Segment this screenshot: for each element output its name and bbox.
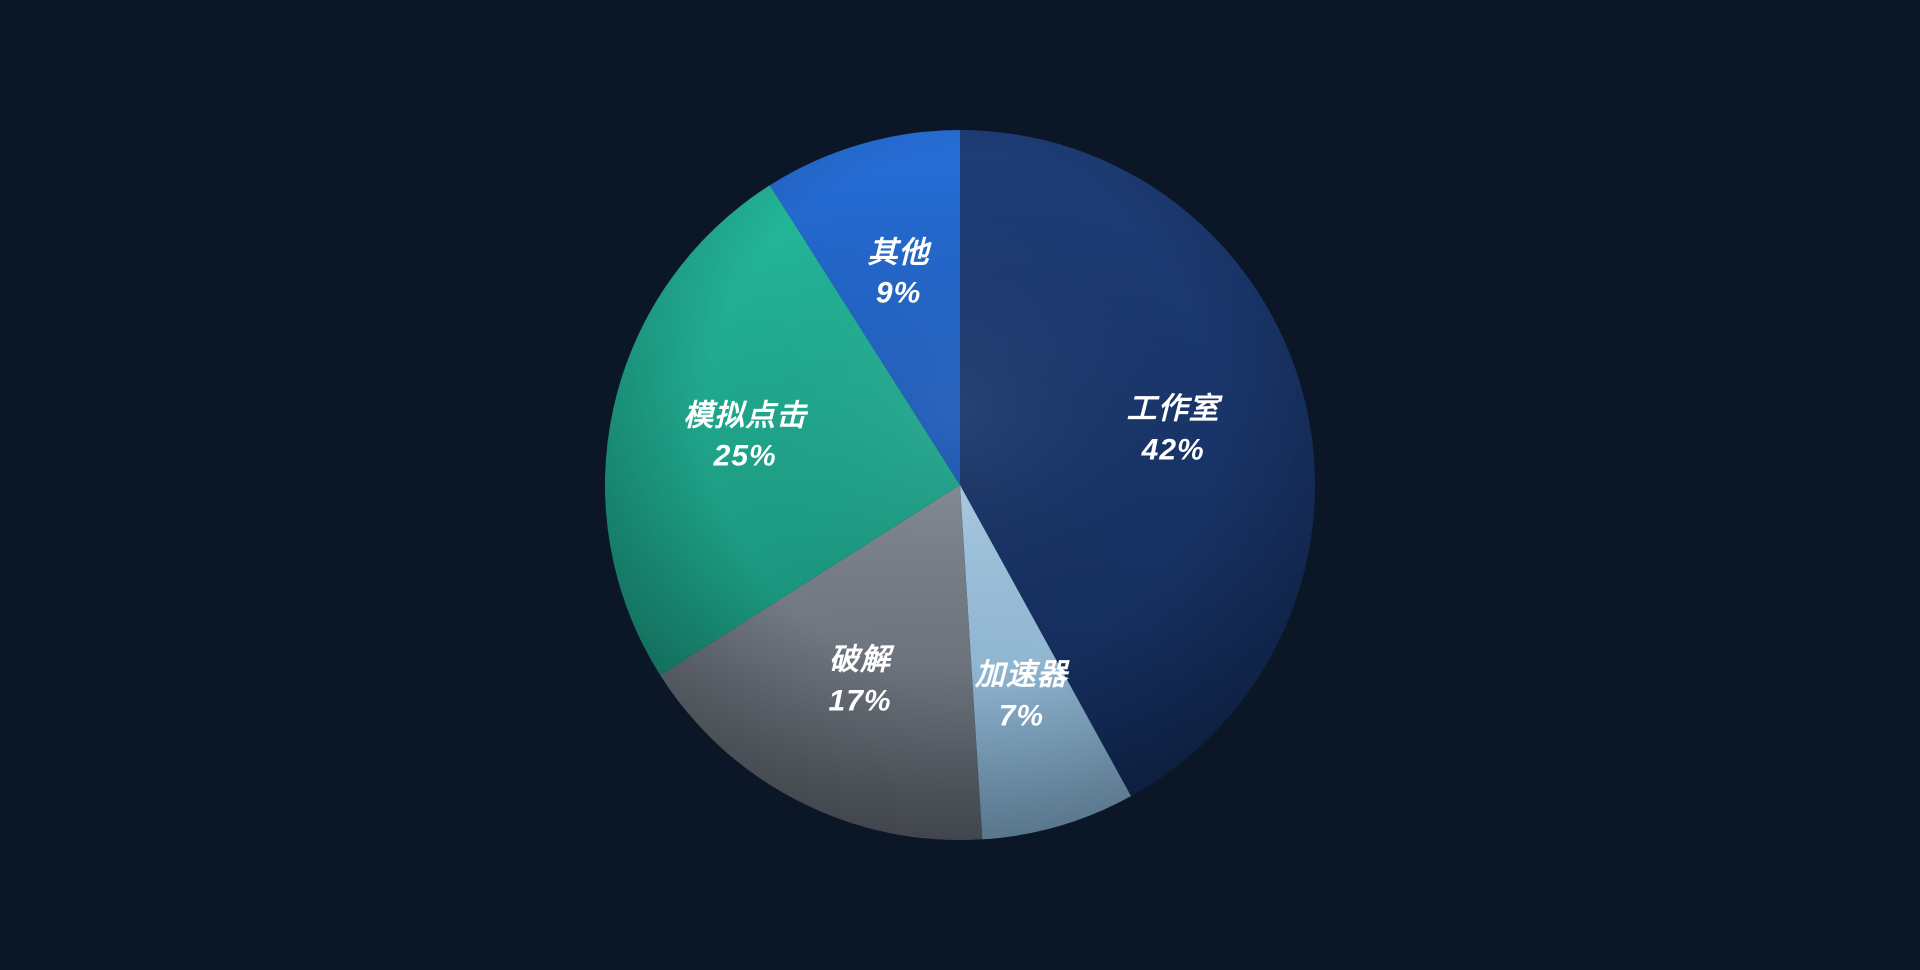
slice-percent: 17% [829, 681, 892, 722]
slice-percent: 9% [868, 274, 930, 315]
slice-name: 工作室 [1127, 393, 1220, 426]
slice-name: 加速器 [975, 659, 1068, 692]
slice-percent: 25% [683, 437, 807, 478]
slice-percent: 42% [1127, 430, 1220, 471]
pie-slice-label: 破解 17% [829, 641, 892, 722]
slice-name: 破解 [829, 644, 891, 677]
slice-percent: 7% [975, 696, 1068, 737]
pie-slice-label: 工作室 42% [1127, 390, 1220, 471]
slice-name: 模拟点击 [683, 399, 807, 432]
pie-slice-label: 模拟点击 25% [683, 396, 807, 477]
slice-name: 其他 [868, 236, 930, 269]
pie-chart-svg [605, 130, 1315, 840]
pie-slice-label: 加速器 7% [975, 656, 1068, 737]
pie-slice-label: 其他 9% [868, 233, 930, 314]
pie-chart: 工作室 42% 加速器 7% 破解 17% 模拟点击 25% 其他 9% [605, 130, 1315, 840]
